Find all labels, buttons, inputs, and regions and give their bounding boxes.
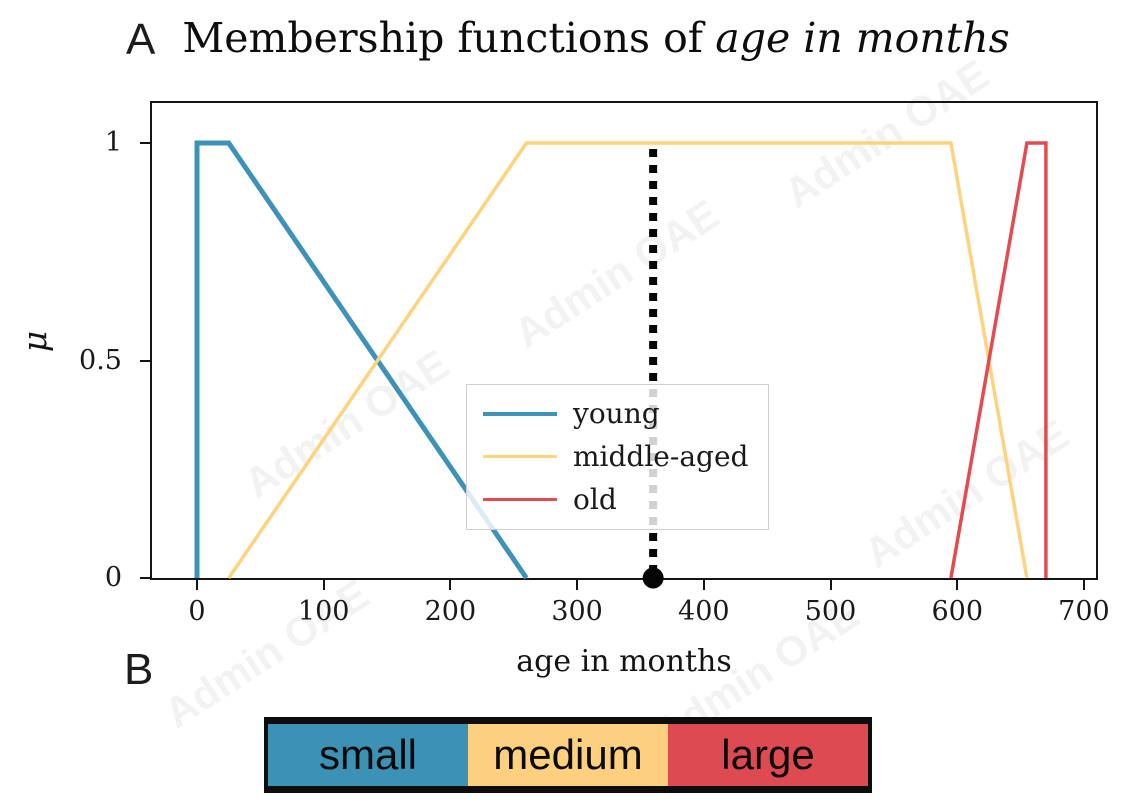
chart-title-emphasis: age in months	[715, 14, 1010, 62]
y-axis-label: μ	[15, 330, 55, 353]
x-axis: 0 100 200 300 400 500 600 700	[152, 580, 1110, 640]
series-line-old	[949, 141, 1048, 579]
legend-item-middle-aged: middle-aged	[483, 439, 768, 473]
y-tick-label: 1	[104, 127, 122, 158]
category-bar: small medium large	[264, 717, 872, 793]
input-value-dot	[642, 567, 664, 589]
legend-label: young	[573, 397, 660, 431]
bar-segment-label: medium	[493, 731, 643, 778]
x-tick-label: 200	[424, 596, 477, 627]
x-tick-mark	[956, 580, 959, 590]
x-tick-mark	[1082, 580, 1085, 590]
legend-label: middle-aged	[573, 439, 749, 473]
y-axis: 0 0.5 1	[0, 103, 150, 593]
legend-swatch-old	[483, 498, 557, 502]
x-tick-mark	[829, 580, 832, 590]
legend-label: old	[573, 482, 617, 516]
y-tick-mark	[140, 577, 150, 579]
x-tick-mark	[322, 580, 325, 590]
x-tick-mark	[702, 580, 705, 590]
x-tick-label: 100	[297, 596, 350, 627]
legend-item-old: old	[483, 482, 768, 516]
chart-title-main: Membership functions of	[182, 14, 703, 62]
x-tick-mark	[576, 580, 579, 590]
panel-label-a: A	[126, 15, 156, 64]
legend-swatch-young	[483, 412, 557, 417]
legend-item-young: young	[483, 400, 768, 428]
bar-segment-medium: medium	[468, 724, 668, 786]
x-tick-label: 0	[188, 596, 206, 627]
bar-segment-label: small	[318, 731, 417, 778]
x-tick-label: 300	[551, 596, 603, 627]
x-axis-label: age in months	[516, 644, 732, 679]
y-tick-mark	[140, 359, 150, 362]
bar-segment-small: small	[268, 724, 468, 786]
y-tick-label: 0.5	[79, 344, 122, 376]
legend: young middle-aged old	[466, 384, 769, 530]
legend-swatch-middle-aged	[483, 455, 557, 459]
bar-segment-large: large	[668, 724, 868, 786]
chart-title: Membership functions of age in months	[182, 14, 1009, 62]
x-tick-label: 400	[678, 596, 730, 627]
y-tick-mark	[140, 142, 150, 144]
y-tick-label: 0	[104, 562, 122, 593]
x-tick-mark	[195, 580, 198, 590]
bar-segment-label: large	[721, 731, 815, 778]
x-tick-label: 700	[1058, 596, 1110, 627]
plot-area: young middle-aged old	[150, 101, 1098, 589]
x-tick-label: 500	[804, 596, 857, 627]
x-tick-label: 600	[931, 596, 984, 627]
x-tick-mark	[449, 580, 452, 590]
panel-label-b: B	[124, 645, 154, 694]
